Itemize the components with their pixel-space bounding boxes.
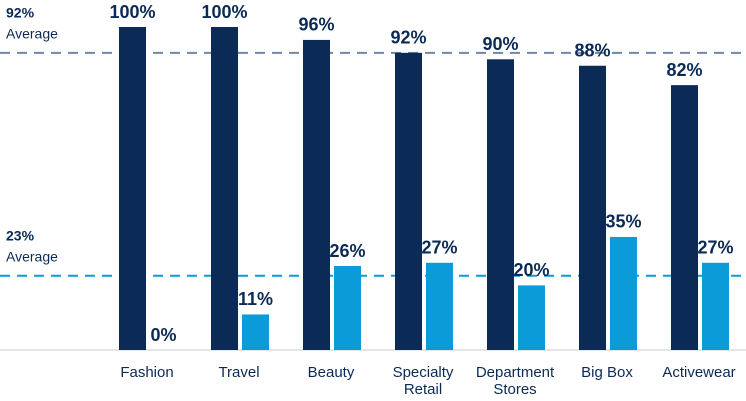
bar — [395, 52, 422, 351]
value-label: 27% — [421, 238, 457, 258]
value-label: 100% — [109, 2, 155, 22]
bar — [702, 262, 729, 350]
average-label: Average — [6, 26, 58, 42]
average-value: 23% — [6, 227, 35, 243]
x-tick-label: Beauty — [308, 364, 355, 381]
value-label: 26% — [329, 241, 365, 261]
value-label: 96% — [298, 15, 334, 35]
value-label: 88% — [574, 41, 610, 61]
x-tick-label: Big Box — [581, 364, 633, 381]
x-tick-label: Travel — [218, 364, 259, 381]
value-label: 92% — [390, 28, 426, 48]
x-tick-label: Fashion — [120, 364, 173, 381]
bar — [211, 27, 238, 350]
value-label: 100% — [201, 2, 247, 22]
value-label: 27% — [697, 238, 733, 258]
x-tick-label: Stores — [493, 381, 536, 398]
bar — [671, 85, 698, 350]
bar — [303, 39, 330, 351]
x-tick-label: Specialty — [393, 364, 454, 381]
x-tick-label: Retail — [404, 381, 442, 398]
value-label: 35% — [605, 212, 641, 232]
value-label: 11% — [238, 289, 273, 309]
bar — [518, 285, 545, 350]
bar — [579, 65, 606, 350]
x-tick-label: Department — [476, 364, 555, 381]
value-label: 90% — [482, 34, 518, 54]
value-label: 0% — [150, 325, 176, 345]
bar — [119, 27, 146, 350]
average-label: Average — [6, 248, 58, 264]
bar — [610, 236, 637, 350]
bar — [334, 266, 361, 350]
average-value: 92% — [6, 5, 35, 21]
bar — [487, 59, 514, 351]
x-tick-label: Activewear — [662, 364, 735, 381]
bar — [242, 314, 269, 350]
value-label: 82% — [666, 60, 702, 80]
value-label: 20% — [513, 260, 549, 280]
bar — [426, 262, 453, 350]
